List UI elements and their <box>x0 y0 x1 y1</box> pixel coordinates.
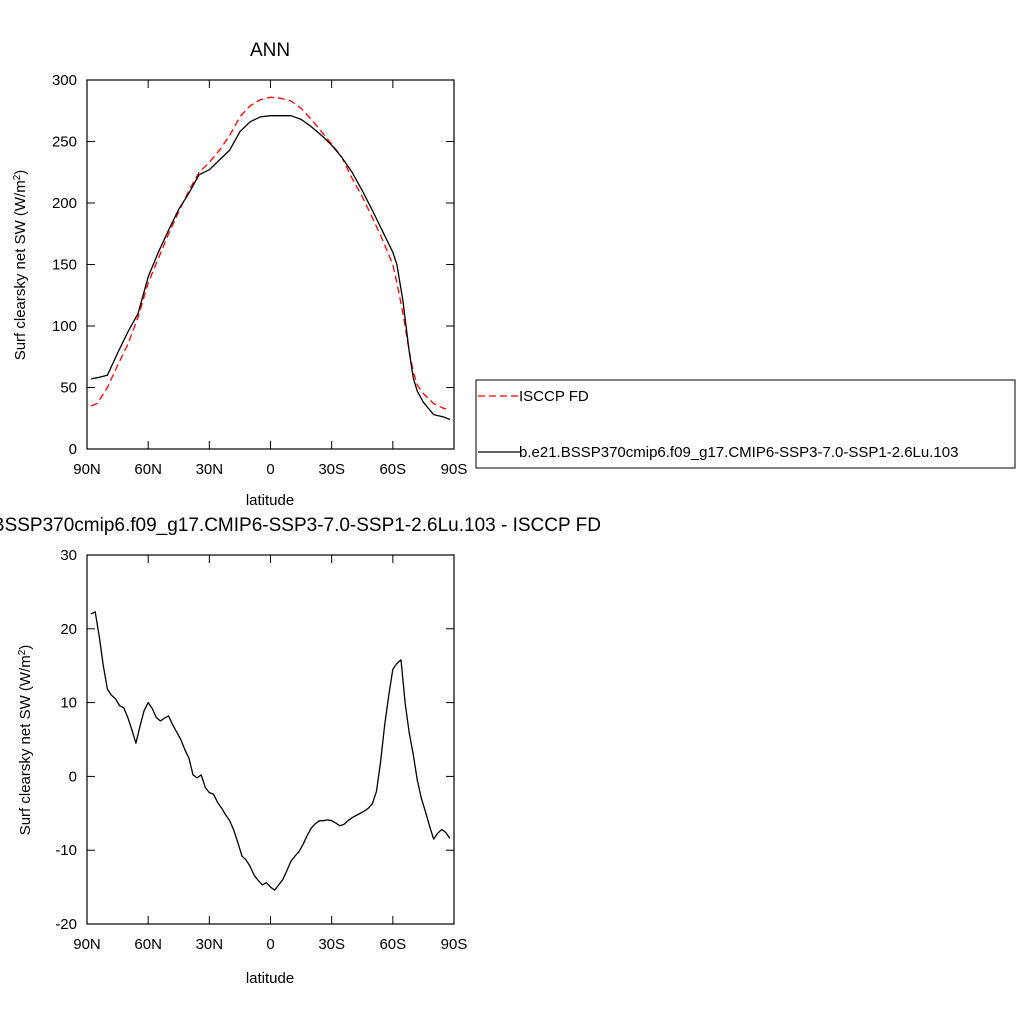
series-line-0 <box>90 96 451 411</box>
plot-frame <box>86 554 455 925</box>
x-axis-label: latitude <box>246 492 294 509</box>
y-tick-label: 100 <box>52 318 77 335</box>
axis-ticks: 90N 60N 30N 0 30S 60S 90S -20 -10 0 10 20 30 <box>55 547 467 953</box>
y-tick-label: 0 <box>69 768 77 785</box>
series-group <box>90 96 451 421</box>
y-axis-label: Surf clearsky net SW (W/m2) <box>17 645 35 836</box>
plot-frame <box>86 79 455 450</box>
y-tick-label: 50 <box>60 380 77 397</box>
difference-panel: b.e21.BSSP370cmip6.f09_g17.CMIP6-SSP3-7.… <box>0 515 601 987</box>
x-tick-label: 90N <box>73 936 101 953</box>
chart-title: b.e21.BSSP370cmip6.f09_g17.CMIP6-SSP3-7.… <box>0 515 601 536</box>
x-tick-label: 30S <box>318 461 345 478</box>
x-tick-label: 0 <box>266 936 274 953</box>
chart-title: ANN <box>250 40 290 61</box>
series-line-0 <box>90 611 451 891</box>
x-tick-label: 30N <box>196 936 224 953</box>
legend: ISCCP FD b.e21.BSSP370cmip6.f09_g17.CMIP… <box>475 379 1016 469</box>
legend-label-model: b.e21.BSSP370cmip6.f09_g17.CMIP6-SSP3-7.… <box>519 444 958 461</box>
x-tick-label: 60S <box>379 936 406 953</box>
x-axis-label: latitude <box>246 970 294 987</box>
x-tick-label: 60S <box>379 461 406 478</box>
legend-box <box>475 379 1016 469</box>
climatology-panel: ANN 90N 60N 30N 0 30S 60S 90S 0 50 100 150 200 250 30… <box>12 40 468 509</box>
y-tick-label: 20 <box>60 621 77 638</box>
x-tick-label: 90N <box>73 461 101 478</box>
y-axis-label: Surf clearsky net SW (W/m2) <box>12 170 30 361</box>
series-line-1 <box>90 115 451 421</box>
y-tick-label: 150 <box>52 257 77 274</box>
y-tick-label: 200 <box>52 195 77 212</box>
series-group <box>90 611 451 891</box>
x-tick-label: 90S <box>441 461 468 478</box>
y-tick-label: -10 <box>55 842 77 859</box>
y-tick-label: -20 <box>55 916 77 933</box>
x-tick-label: 0 <box>266 461 274 478</box>
x-tick-label: 30S <box>318 936 345 953</box>
x-tick-label: 30N <box>196 461 224 478</box>
y-tick-label: 0 <box>69 441 77 458</box>
x-tick-label: 60N <box>134 936 162 953</box>
y-tick-label: 250 <box>52 134 77 151</box>
y-tick-label: 300 <box>52 72 77 89</box>
y-tick-label: 30 <box>60 547 77 564</box>
x-tick-label: 90S <box>441 936 468 953</box>
x-tick-label: 60N <box>134 461 162 478</box>
y-tick-label: 10 <box>60 695 77 712</box>
legend-label-isccp: ISCCP FD <box>519 388 589 405</box>
axis-ticks: 90N 60N 30N 0 30S 60S 90S 0 50 100 150 200 250 300 <box>52 72 467 478</box>
